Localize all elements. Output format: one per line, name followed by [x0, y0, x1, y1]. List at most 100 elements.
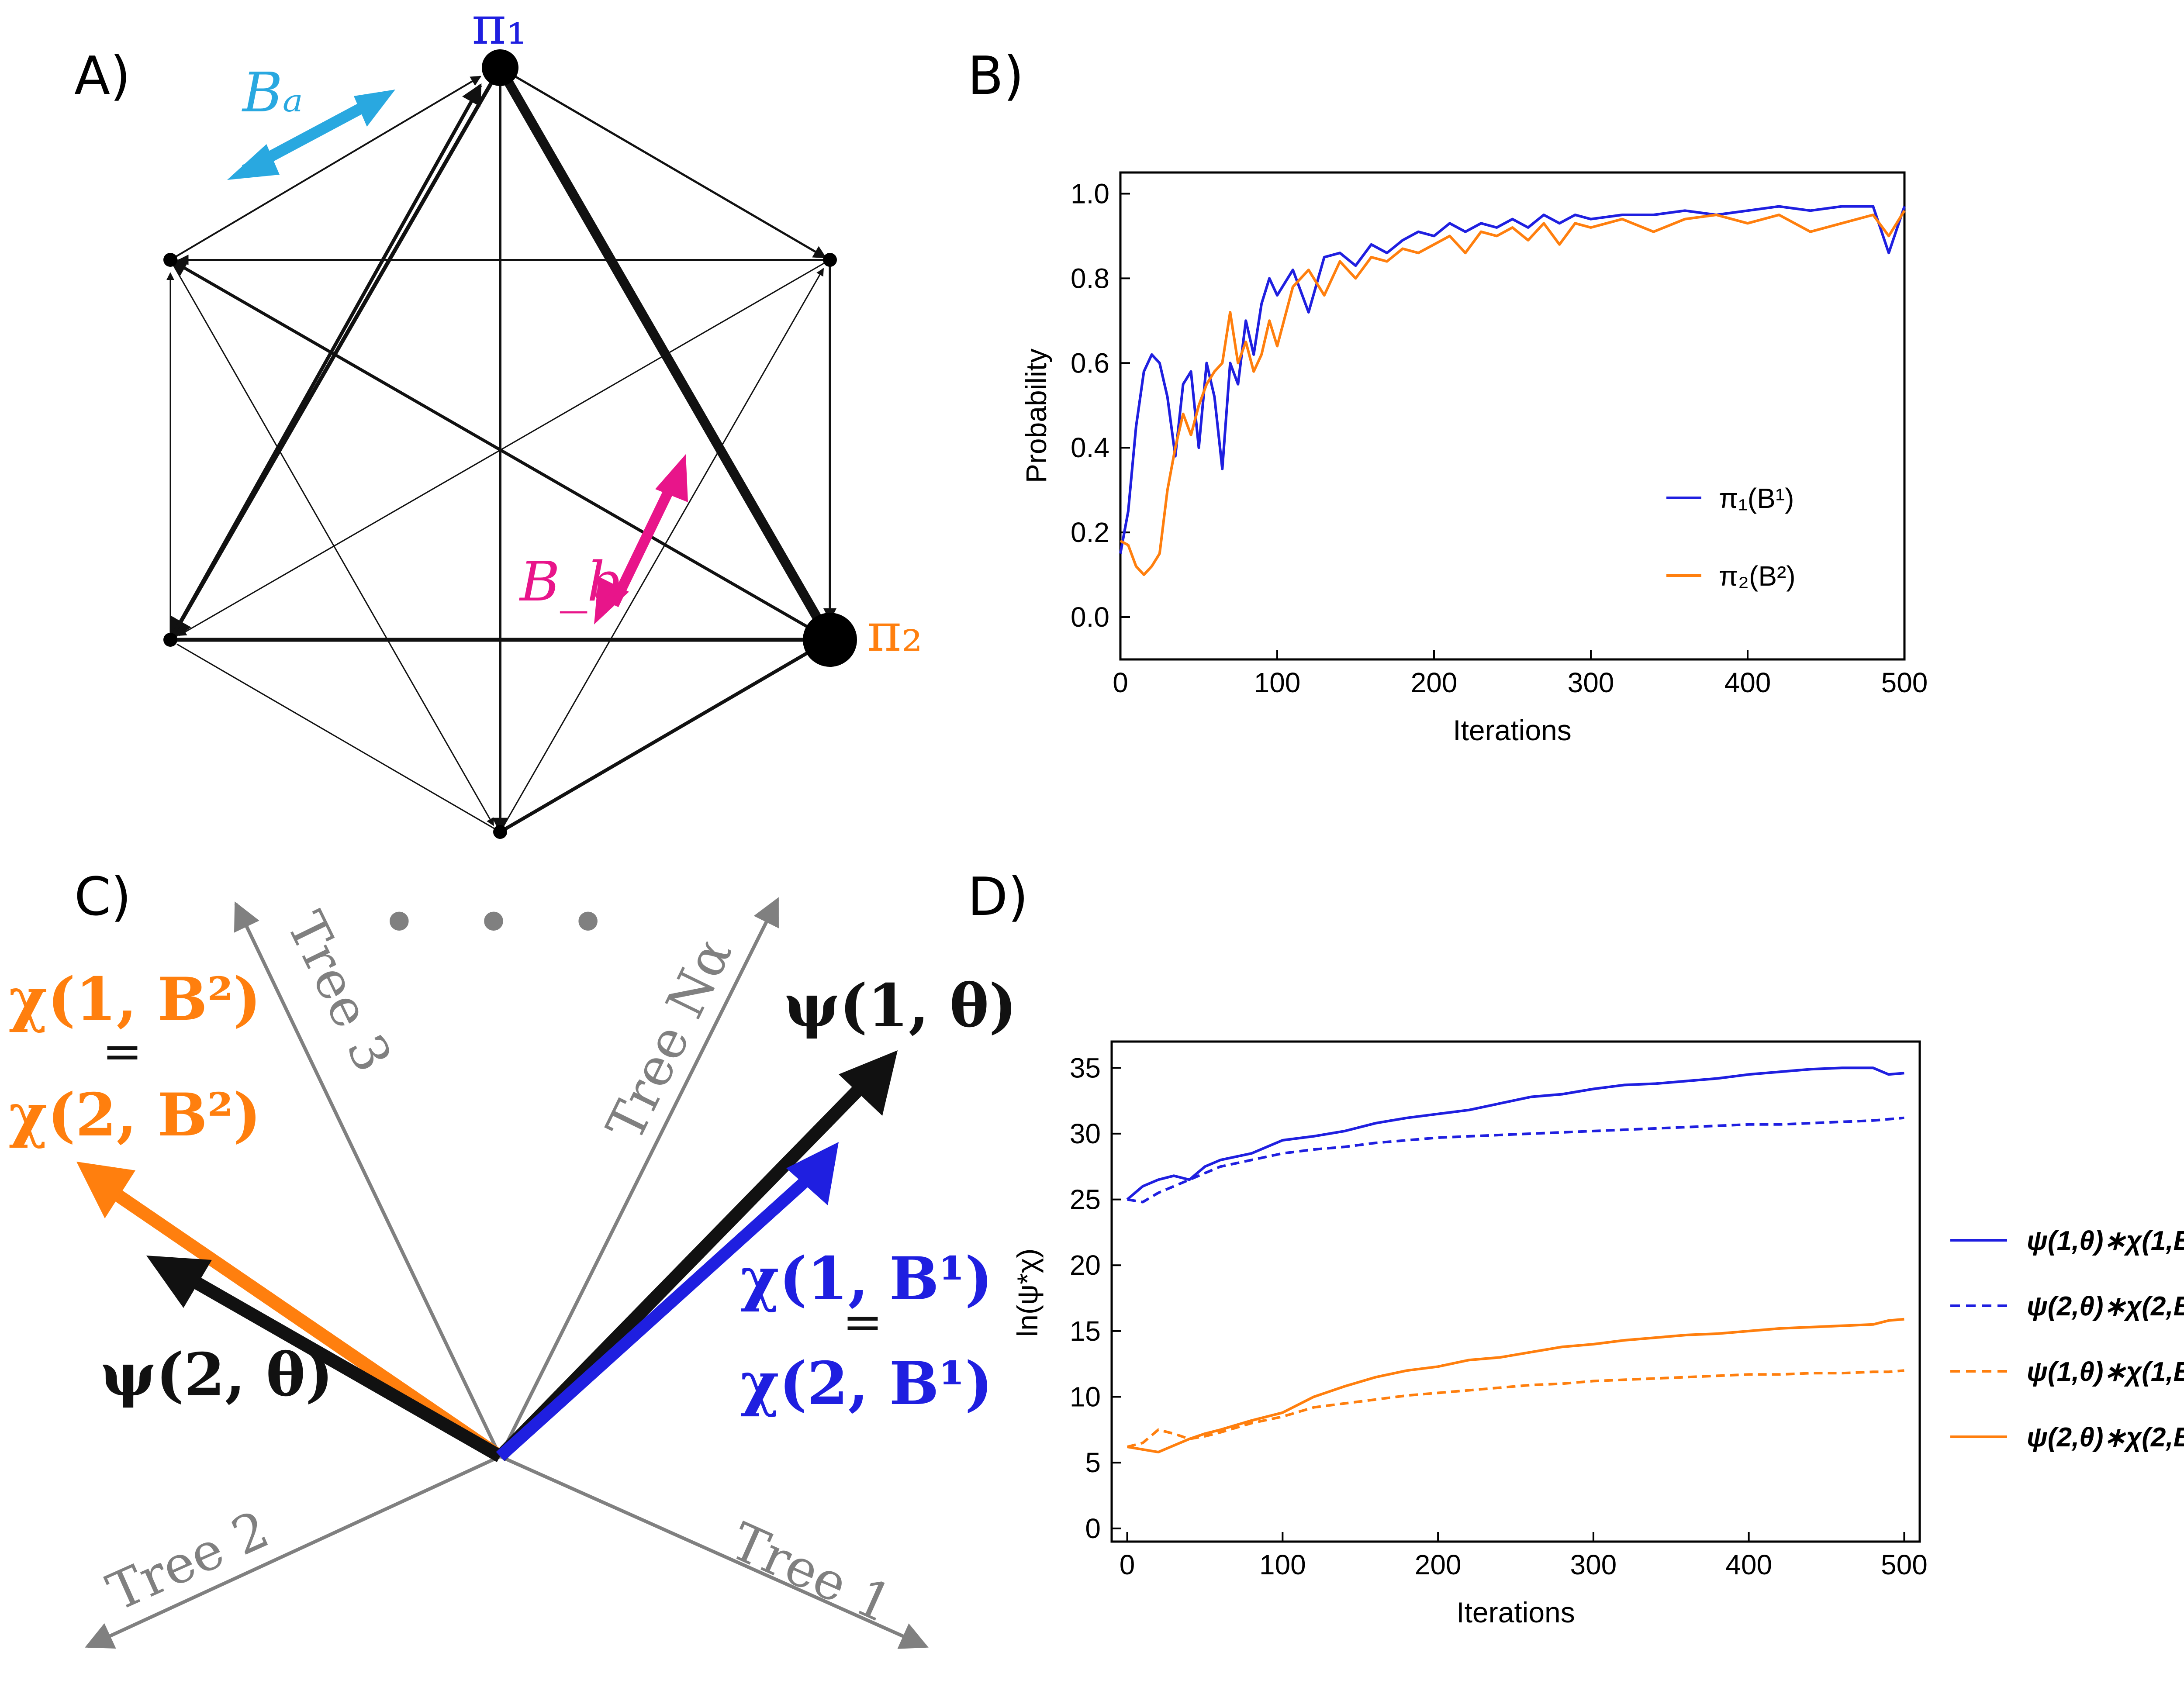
chart-d-x-tick-label: 300: [1570, 1549, 1617, 1580]
y-axis-label-b: Probability: [1020, 348, 1052, 483]
node-label-pi1: π₁: [472, 0, 527, 56]
series-lines-b: [1119, 205, 1906, 576]
vector-chi-b2: [76, 1162, 504, 1462]
chart-b-x-tick-label: 200: [1411, 667, 1458, 698]
x-axis-label-b: Iterations: [1453, 714, 1571, 746]
edge: [169, 259, 494, 826]
chart-d-series-line-0: [1126, 1066, 1904, 1201]
panel-c-vectors: C) • • • Tree 1 Tree 2 Tree 3 Tree Nα: [9, 867, 1017, 1649]
legend-d: ψ(1,θ)∗χ(1,B¹) ψ(2,θ)∗χ(2,B¹) ψ(1,θ)∗χ(1…: [1950, 1226, 2184, 1452]
edge: [169, 83, 482, 641]
chart-d-y-tick-label: 20: [1070, 1249, 1101, 1281]
legend-b: π₁(B¹) π₂(B²): [1666, 483, 1796, 592]
label-psi-1: ψ(1, θ): [784, 971, 1017, 1040]
chart-b-x-tick-label: 100: [1254, 667, 1301, 698]
node: [823, 253, 837, 267]
chart-b-x-tick-label: 300: [1568, 667, 1614, 698]
chart-b-series-line-0: [1119, 205, 1906, 554]
axis-ticks-b: 0 100 200 300 400 500 0.0 0.2 0.4 0.6 0.8 1.0: [1071, 178, 1928, 698]
tree-n-axis: [498, 897, 779, 1457]
y-axis-label-d: ln(ψ*χ): [1011, 1249, 1044, 1337]
tree-1-label: Tree 1: [722, 1511, 902, 1635]
chart-d-series-line-1: [1127, 1116, 1904, 1204]
vector-chi-b1: [496, 1142, 839, 1461]
chart-d-x-tick-label: 100: [1259, 1549, 1306, 1580]
x-axis-label-d: Iterations: [1456, 1596, 1575, 1628]
arrow-bb: [594, 454, 688, 624]
label-equals-b1: =: [843, 1294, 883, 1350]
label-bb: B_b: [519, 550, 622, 614]
chart-d-series-line-2: [1127, 1369, 1904, 1449]
label-chi-2-b1: χ(2, B¹): [740, 1349, 993, 1418]
chart-d-x-tick-label: 0: [1120, 1549, 1135, 1580]
chart-d-y-tick-label: 30: [1070, 1118, 1101, 1149]
chart-b-y-tick-label: 0.6: [1071, 347, 1109, 379]
chart-d-y-tick-label: 0: [1085, 1513, 1101, 1544]
chart-d-y-tick-label: 35: [1070, 1052, 1101, 1083]
network-edges: [166, 65, 836, 834]
chart-d-x-tick-label: 400: [1725, 1549, 1772, 1580]
label-chi-1-b1: χ(1, B¹): [740, 1244, 993, 1313]
label-chi-1-b2: χ(1, B²): [9, 964, 261, 1034]
legend-label-d3: ψ(1,θ)∗χ(1,B²): [2027, 1357, 2184, 1387]
chart-b-x-tick-label: 500: [1881, 667, 1928, 698]
label-equals-b2: =: [102, 1023, 142, 1079]
tree-2-axis: [85, 1455, 501, 1649]
node: [493, 825, 507, 839]
axis-ticks-d: 0 100 200 300 400 500 0 5 10 15 20 25 30 35: [1070, 1052, 1928, 1580]
edge: [496, 65, 834, 642]
panel-d-label: D): [968, 867, 1028, 928]
tree-2-label: Tree 2: [98, 1499, 277, 1623]
edge: [176, 643, 501, 833]
label-chi-2-b2: χ(2, B²): [9, 1080, 261, 1149]
chart-d-x-tick-label: 200: [1415, 1549, 1462, 1580]
arrow-ba: [227, 90, 395, 180]
edge: [499, 66, 827, 259]
chart-d-y-tick-label: 5: [1085, 1447, 1101, 1478]
label-ba: Bₐ: [242, 61, 303, 124]
panel-d-chart: D) 0 100 200 300 400 500 0 5 10 15 20 25 30 35 Iterat…: [968, 867, 2184, 1628]
edge: [499, 638, 831, 834]
chart-b-x-tick-label: 0: [1113, 667, 1128, 698]
chart-d-y-tick-label: 15: [1070, 1315, 1101, 1347]
panel-b-chart: B) 0 100 200 300 400 500 0.0 0.2 0.4 0.6 0.8 1.0 It…: [968, 46, 1928, 746]
edge: [499, 268, 824, 832]
chart-d-y-tick-label: 25: [1070, 1184, 1101, 1215]
legend-label-d1: ψ(1,θ)∗χ(1,B¹): [2027, 1226, 2184, 1256]
edge: [169, 76, 482, 261]
legend-label-pi2: π₂(B²): [1719, 560, 1796, 592]
ellipsis-dots: • • •: [380, 885, 625, 961]
panel-b-label: B): [968, 46, 1024, 107]
vector-psi2: [146, 1256, 504, 1463]
chart-d-y-tick-label: 10: [1070, 1381, 1101, 1413]
chart-b-y-tick-label: 1.0: [1071, 178, 1109, 209]
chart-b-y-tick-label: 0.4: [1071, 432, 1109, 463]
panel-c-label: C): [74, 867, 131, 928]
legend-label-pi1: π₁(B¹): [1719, 483, 1794, 514]
plot-frame-b: [1119, 171, 1906, 661]
legend-label-d2: ψ(2,θ)∗χ(2,B¹): [2027, 1291, 2184, 1321]
chart-b-y-tick-label: 0.8: [1071, 262, 1109, 294]
legend-label-d4: ψ(2,θ)∗χ(2,B²): [2027, 1422, 2184, 1452]
node-label-pi2: π₂: [867, 603, 923, 663]
tree-3-axis: [234, 901, 502, 1457]
chart-d-series-line-3: [1127, 1318, 1904, 1454]
node-pi2: [803, 613, 857, 667]
series-lines-d: [1126, 1066, 1904, 1454]
tree-1-axis: [499, 1455, 929, 1649]
chart-b-y-tick-label: 0.0: [1071, 601, 1109, 633]
panel-a-label: A): [74, 46, 131, 107]
chart-b-x-tick-label: 400: [1724, 667, 1771, 698]
tree-axes: [85, 897, 929, 1649]
plot-frame-d: [1110, 1040, 1921, 1543]
node-pi1: [482, 49, 518, 86]
chart-b-y-tick-label: 0.2: [1071, 517, 1109, 548]
node: [163, 253, 177, 267]
panel-a-network: A) π₁ π₂: [74, 0, 923, 839]
chart-b-series-line-1: [1120, 210, 1906, 576]
edge: [178, 259, 830, 636]
label-psi-2: ψ(2, θ): [100, 1340, 333, 1409]
chart-d-x-tick-label: 500: [1881, 1549, 1928, 1580]
node: [163, 633, 177, 647]
